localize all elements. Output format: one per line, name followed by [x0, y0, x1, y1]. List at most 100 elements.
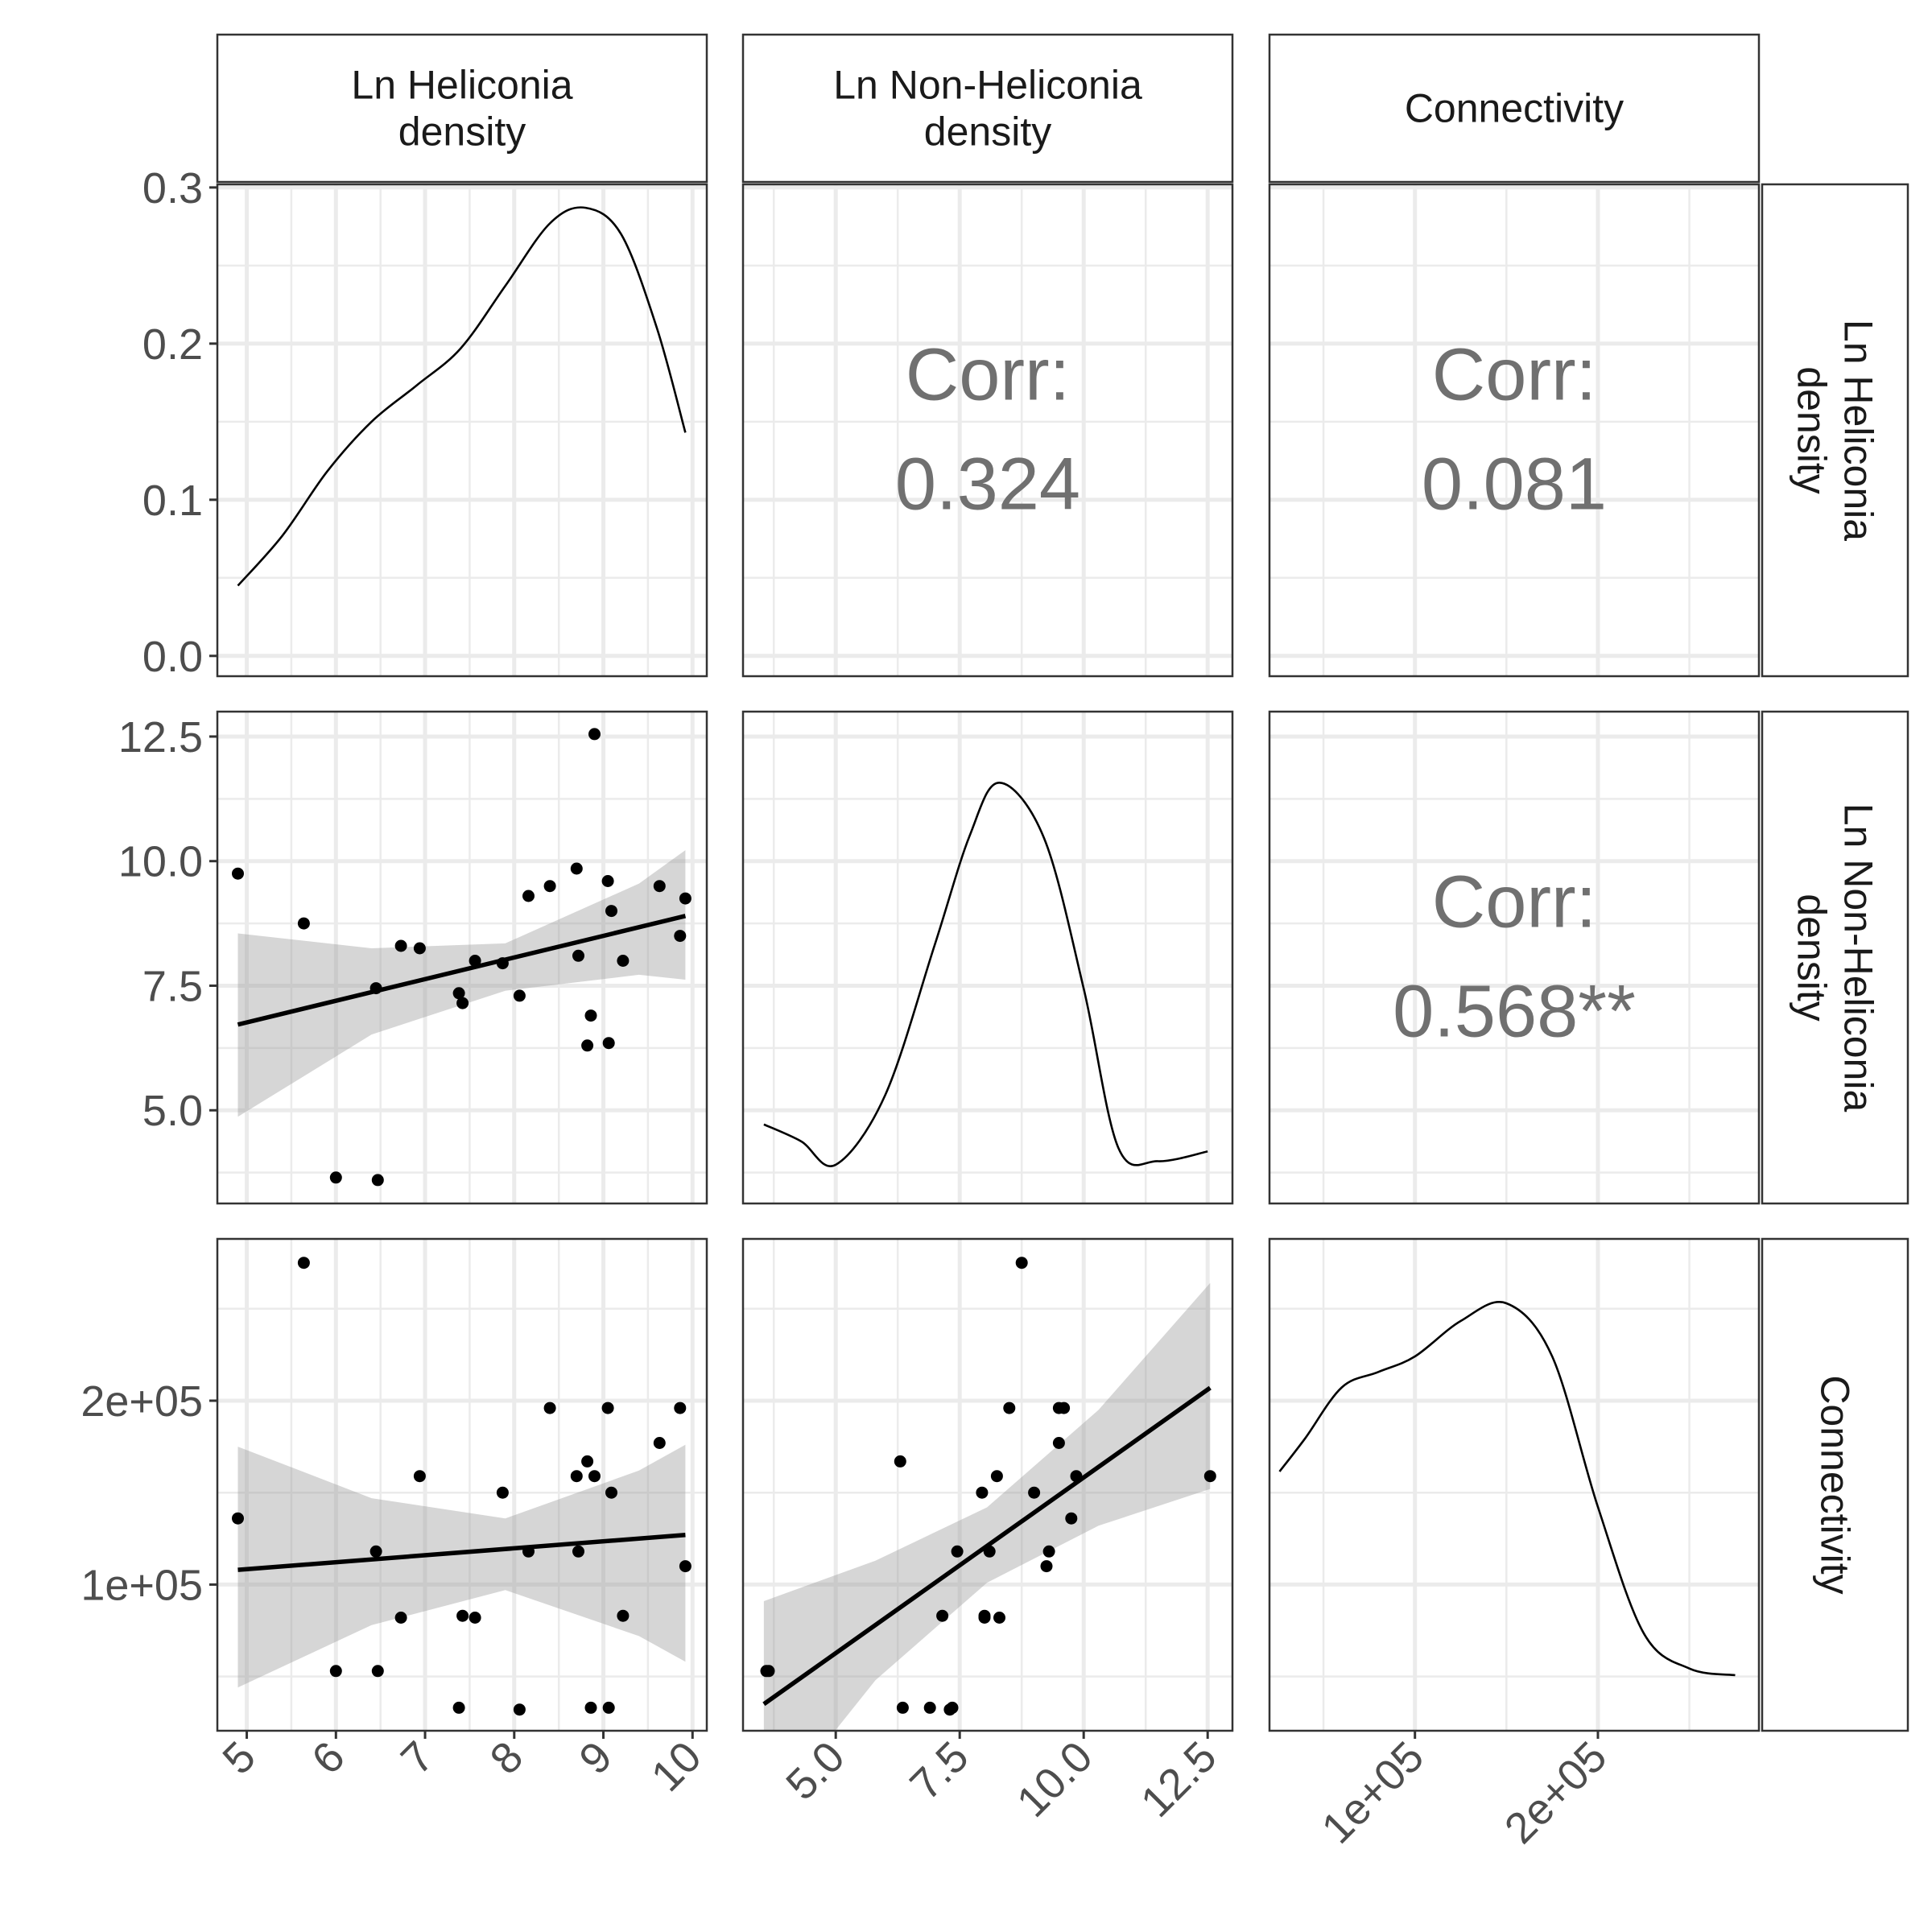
scatter-point-nonheli-conn [1058, 1402, 1071, 1414]
scatter-point-heli-nonheli [452, 987, 465, 1000]
scatter-point-heli-conn [605, 1486, 617, 1499]
scatter-point-heli-nonheli [601, 875, 614, 887]
scatter-point-heli-conn [679, 1560, 691, 1573]
panel-background [1269, 184, 1759, 676]
correlation-label: Corr: [1432, 861, 1596, 943]
y-tick-label: 12.5 [118, 713, 203, 762]
scatter-point-nonheli-conn [1070, 1470, 1083, 1483]
scatter-point-nonheli-conn [1040, 1560, 1053, 1573]
scatter-point-heli-conn [588, 1470, 601, 1483]
confidence-band-heli-nonheli [237, 850, 686, 1117]
scatter-point-nonheli-conn [951, 1545, 964, 1558]
scatter-point-heli-nonheli [413, 942, 426, 955]
density-curve-heli [237, 206, 687, 587]
x-tick-label: 1e+05 [1313, 1732, 1434, 1853]
scatter-point-nonheli-conn [1065, 1512, 1078, 1525]
x-tick-label: 10.0 [1008, 1732, 1102, 1827]
scatter-point-nonheli-conn [990, 1470, 1003, 1483]
panel-background [743, 1239, 1232, 1731]
panel-border [1268, 710, 1761, 1205]
scatter-point-heli-conn [456, 1609, 469, 1622]
panel-border [741, 1237, 1234, 1732]
facet-strip-right [1761, 183, 1909, 678]
scatter-point-nonheli-conn [1015, 1257, 1028, 1269]
facet-strip-label-top: Connectivity [1405, 86, 1624, 131]
scatter-point-heli-conn [413, 1470, 426, 1483]
scatter-point-heli-nonheli [584, 1009, 597, 1022]
frame-layer [209, 33, 1909, 1739]
scatter-point-heli-nonheli [653, 880, 666, 893]
x-tick-label: 9 [570, 1732, 621, 1784]
fit-line-heli-nonheli [237, 914, 687, 1027]
scatter-point-heli-nonheli [297, 917, 310, 930]
scatter-point-heli-conn [522, 1545, 535, 1558]
correlation-value: 0.081 [1422, 444, 1607, 526]
scatter-point-nonheli-conn [983, 1545, 996, 1558]
scatter-point-nonheli-conn [1052, 1437, 1065, 1449]
scatter-point-heli-conn [513, 1703, 526, 1716]
panel-border [741, 183, 1234, 678]
x-tick-label: 6 [303, 1732, 354, 1784]
panel-border [216, 183, 708, 678]
scatter-point-heli-conn [496, 1486, 509, 1499]
scatter-point-nonheli-conn [936, 1609, 949, 1622]
scatter-point-nonheli-conn [993, 1612, 1005, 1624]
panel-background [1269, 1239, 1759, 1731]
scatter-point-heli-conn [572, 1545, 584, 1558]
panel-background [743, 712, 1232, 1203]
scatter-point-nonheli-conn [923, 1701, 936, 1714]
scatter-point-heli-nonheli [605, 905, 617, 918]
scatter-point-heli-nonheli [469, 955, 481, 967]
x-tick-label: 12.5 [1132, 1732, 1226, 1827]
facet-strip-label-right-group: Connectivity [1813, 1375, 1858, 1594]
scatter-point-heli-nonheli [456, 997, 469, 1009]
scatter-point-heli-nonheli [543, 880, 556, 893]
y-tick-label: 2e+05 [80, 1377, 203, 1426]
facet-strip-top [216, 33, 708, 184]
confidence-band-heli-conn [237, 1444, 686, 1688]
scatter-point-heli-conn [601, 1402, 614, 1414]
facet-strip-top [1268, 33, 1761, 184]
scatter-point-heli-conn [581, 1455, 594, 1468]
scatter-point-heli-nonheli [232, 867, 244, 880]
scatter-point-nonheli-conn [976, 1486, 989, 1499]
panel-background [743, 184, 1232, 676]
scatter-point-heli-nonheli [329, 1171, 342, 1184]
facet-strip-label-right: density [1790, 366, 1835, 493]
panel-border [1268, 1237, 1761, 1732]
y-tick-label: 10.0 [118, 838, 203, 886]
scatter-point-heli-conn [297, 1257, 310, 1269]
density-curve-conn [1278, 1301, 1736, 1677]
scatter-point-nonheli-conn [1028, 1486, 1041, 1499]
scatter-point-heli-conn [371, 1665, 384, 1678]
panel-background [217, 1239, 707, 1731]
correlation-label: Corr: [906, 334, 1070, 416]
panel-border [216, 710, 708, 1205]
scatter-point-nonheli-conn [1003, 1402, 1016, 1414]
facet-strip-label-right: density [1790, 894, 1835, 1021]
scatter-point-heli-conn [232, 1512, 244, 1525]
scatter-point-heli-nonheli [369, 982, 382, 995]
scatter-point-nonheli-conn [1042, 1545, 1055, 1558]
confidence-band-nonheli-conn [763, 1282, 1211, 1731]
scatter-point-heli-nonheli [674, 930, 687, 943]
scatter-point-heli-nonheli [570, 862, 583, 875]
scatter-point-nonheli-conn [978, 1609, 991, 1622]
grid-layer [217, 184, 1759, 1731]
y-tick-label: 0.3 [142, 164, 203, 213]
correlation-value: 0.324 [895, 444, 1080, 526]
fit-line-heli-conn [237, 1533, 686, 1572]
scatter-point-nonheli-conn [894, 1455, 906, 1468]
density-curve-nonheli [763, 781, 1208, 1167]
facet-strip-label-right: Connectivity [1813, 1375, 1858, 1594]
scatter-point-heli-conn [570, 1470, 583, 1483]
correlation-value: 0.568** [1393, 971, 1636, 1053]
facet-strip-label-right: Ln Heliconia [1836, 320, 1881, 541]
scatter-point-heli-nonheli [496, 957, 509, 970]
scatter-point-heli-conn [653, 1437, 666, 1449]
scatter-point-heli-nonheli [572, 949, 584, 962]
facet-strip-label-top: Ln Heliconia [351, 63, 572, 108]
scatter-point-nonheli-conn [896, 1701, 909, 1714]
